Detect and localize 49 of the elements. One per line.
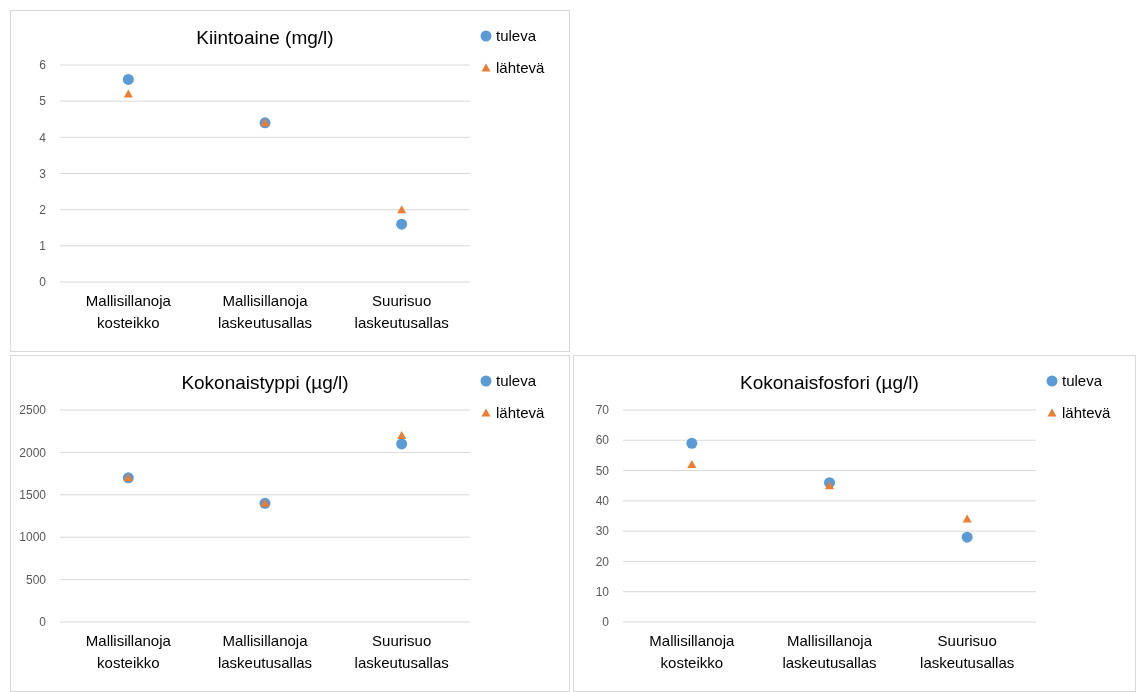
- y-tick-label: 6: [39, 58, 47, 73]
- y-tick-label: 4: [39, 130, 47, 145]
- y-tick-label: 50: [595, 463, 610, 478]
- legend-label: lähtevä: [1062, 404, 1112, 422]
- y-tick-label: 1000: [19, 530, 47, 545]
- y-tick-label: 2: [39, 202, 47, 217]
- y-tick-label: 2500: [19, 403, 47, 418]
- legend-label: lähtevä: [496, 59, 546, 77]
- point: [122, 73, 134, 85]
- x-tick-label: Mallisillanoja laskeutusallas: [782, 632, 877, 671]
- chart-title: Kokonaisfosfori (µg/l): [740, 372, 919, 393]
- y-tick-label: 3: [39, 166, 47, 181]
- y-tick-label: 500: [25, 572, 47, 587]
- y-tick-label: 0: [39, 275, 47, 290]
- point: [962, 514, 972, 523]
- point: [686, 437, 698, 449]
- chart-title: Kokonaistyppi (µg/l): [181, 372, 349, 393]
- y-tick-label: 20: [595, 554, 610, 569]
- legend-label: lähtevä: [496, 404, 546, 422]
- y-tick-label: 70: [595, 403, 610, 418]
- point: [687, 460, 697, 469]
- x-tick-label: Mallisillanoja kosteikko: [85, 292, 172, 331]
- point: [961, 531, 973, 543]
- y-tick-label: 1: [39, 239, 47, 254]
- point: [396, 438, 408, 450]
- y-tick-label: 40: [595, 494, 610, 509]
- legend-label: tuleva: [496, 27, 537, 45]
- x-tick-label: Mallisillanoja laskeutusallas: [217, 292, 313, 331]
- x-tick-label: Mallisillanoja kosteikko: [649, 632, 735, 671]
- chart-title: Kiintoaine (mg/l): [196, 27, 334, 48]
- y-tick-label: 1500: [19, 488, 47, 502]
- point: [396, 218, 408, 230]
- x-tick-label: Suurisuo laskeutusallas: [920, 632, 1015, 671]
- legend-label: tuleva: [496, 372, 537, 390]
- y-tick-label: 0: [39, 615, 47, 630]
- y-tick-label: 30: [595, 524, 610, 539]
- point: [397, 205, 407, 214]
- y-tick-label: 60: [595, 433, 610, 448]
- y-tick-label: 5: [39, 94, 47, 109]
- y-tick-label: 10: [595, 584, 610, 599]
- x-tick-label: Suurisuo laskeutusallas: [354, 292, 449, 331]
- x-tick-label: Suurisuo laskeutusallas: [354, 632, 449, 671]
- point: [825, 481, 834, 490]
- point: [397, 430, 407, 439]
- x-tick-label: Mallisillanoja laskeutusallas: [217, 632, 313, 671]
- legend-label: tuleva: [1062, 372, 1103, 390]
- y-tick-label: 0: [602, 615, 610, 630]
- y-tick-label: 2000: [19, 445, 47, 460]
- x-tick-label: Mallisillanoja kosteikko: [85, 632, 172, 671]
